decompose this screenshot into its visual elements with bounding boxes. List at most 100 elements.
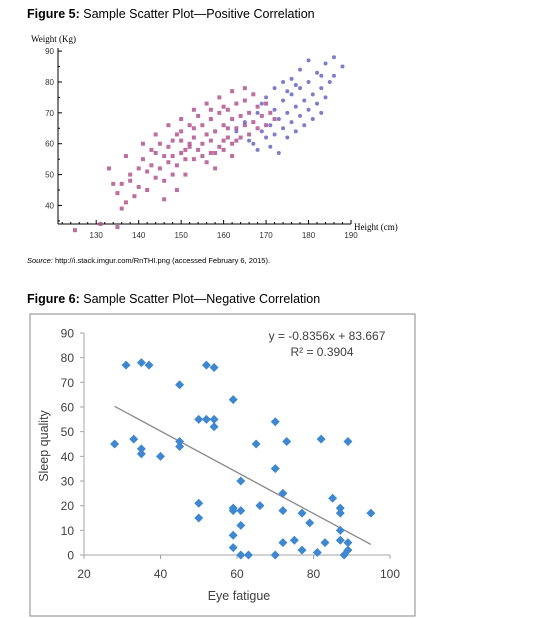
scatter-point-square: [115, 225, 120, 230]
scatter-point-circle: [281, 98, 286, 103]
scatter-point-square: [242, 86, 247, 91]
scatter-point-circle: [298, 113, 303, 118]
scatter-point-square: [213, 129, 218, 134]
scatter-point-circle: [259, 101, 264, 106]
scatter-point-circle: [255, 110, 260, 115]
scatter-point-circle: [327, 79, 332, 84]
x-tick-label: 150: [174, 231, 188, 240]
scatter-point-diamond: [209, 414, 219, 424]
scatter-point-diamond: [335, 525, 345, 535]
scatter-point-square: [268, 110, 273, 115]
scatter-point-diamond: [175, 441, 185, 451]
scatter-point-diamond: [236, 476, 246, 486]
scatter-point-square: [225, 135, 230, 140]
scatter-point-circle: [255, 147, 260, 152]
scatter-point-diamond: [228, 395, 238, 405]
scatter-point-square: [217, 95, 222, 100]
scatter-point-diamond: [243, 550, 253, 560]
scatter-point-circle: [268, 144, 273, 149]
scatter-point-square: [174, 132, 179, 137]
scatter-point-circle: [293, 129, 298, 134]
scatter-point-circle: [285, 89, 290, 94]
scatter-point-diamond: [228, 530, 238, 540]
scatter-point-square: [174, 163, 179, 168]
scatter-point-diamond: [366, 508, 376, 518]
scatter-point-diamond: [270, 417, 280, 427]
scatter-point-square: [183, 147, 188, 152]
scatter-point-square: [217, 110, 222, 115]
scatter-point-square: [106, 166, 111, 171]
scatter-point-diamond: [251, 439, 261, 449]
scatter-point-square: [119, 181, 124, 186]
y-tick-label: 10: [61, 524, 75, 538]
scatter-point-circle: [319, 86, 324, 91]
scatter-point-diamond: [289, 535, 299, 545]
scatter-point-square: [162, 197, 167, 202]
y-tick-label: 70: [45, 109, 54, 118]
scatter-point-diamond: [201, 360, 211, 370]
y-tick-label: 40: [61, 450, 75, 464]
scatter-point-square: [183, 157, 188, 162]
scatter-point-square: [170, 138, 175, 143]
scatter-point-square: [251, 92, 256, 97]
scatter-point-circle: [340, 64, 345, 69]
scatter-point-square: [221, 138, 226, 143]
x-tick-label: 140: [132, 231, 146, 240]
figure5-caption-text: Sample Scatter Plot—Positive Correlation: [79, 7, 315, 21]
scatter-point-circle: [319, 110, 324, 115]
scatter-point-square: [221, 123, 226, 128]
scatter-point-circle: [298, 86, 303, 91]
scatter-point-diamond: [335, 503, 345, 513]
scatter-point-circle: [264, 95, 269, 100]
y-tick-label: 80: [45, 78, 54, 87]
scatter-point-square: [196, 113, 201, 118]
scatter-point-square: [132, 194, 137, 199]
scatter-point-square: [200, 123, 205, 128]
scatter-point-circle: [272, 132, 277, 137]
scatter-point-square: [119, 206, 124, 211]
scatter-point-diamond: [129, 434, 139, 444]
scatter-point-diamond: [144, 360, 154, 370]
scatter-point-diamond: [194, 513, 204, 523]
scatter-point-square: [145, 188, 150, 193]
scatter-point-square: [136, 184, 141, 189]
scatter-point-diamond: [278, 538, 288, 548]
scatter-point-square: [183, 172, 188, 177]
scatter-point-diamond: [175, 380, 185, 390]
scatter-point-square: [204, 101, 209, 106]
scatter-point-diamond: [236, 550, 246, 560]
figure6-caption: Figure 6: Sample Scatter Plot—Negative C…: [27, 292, 320, 306]
scatter-point-square: [187, 141, 192, 146]
scatter-point-diamond: [236, 506, 246, 516]
scatter-point-square: [255, 126, 260, 131]
scatter-point-circle: [268, 123, 273, 128]
y-tick-label: 20: [61, 499, 75, 513]
scatter-point-circle: [306, 107, 311, 112]
scatter-point-square: [225, 126, 230, 131]
scatter-point-circle: [242, 120, 247, 125]
y-tick-label: 70: [61, 376, 75, 390]
scatter-point-square: [166, 144, 171, 149]
scatter-point-diamond: [201, 414, 211, 424]
scatter-point-square: [272, 117, 277, 122]
scatter-point-circle: [276, 117, 281, 122]
figure5-source-label: Source:: [27, 256, 53, 265]
figure6-caption-text: Sample Scatter Plot—Negative Correlation: [79, 292, 321, 306]
scatter-point-circle: [306, 79, 311, 84]
scatter-point-diamond: [255, 501, 265, 511]
scatter-point-circle: [281, 79, 286, 84]
scatter-point-square: [213, 150, 218, 155]
scatter-point-diamond: [343, 545, 353, 555]
scatter-point-square: [98, 222, 103, 226]
scatter-point-diamond: [228, 506, 238, 516]
scatter-point-square: [140, 141, 145, 146]
scatter-point-square: [230, 154, 235, 159]
scatter-point-square: [170, 172, 175, 177]
scatter-point-square: [217, 144, 222, 149]
scatter-point-circle: [298, 67, 303, 72]
scatter-point-diamond: [136, 358, 146, 368]
scatter-point-square: [264, 101, 269, 106]
x-tick-label: 170: [259, 231, 273, 240]
scatter-point-square: [208, 117, 213, 122]
scatter-point-square: [208, 107, 213, 112]
